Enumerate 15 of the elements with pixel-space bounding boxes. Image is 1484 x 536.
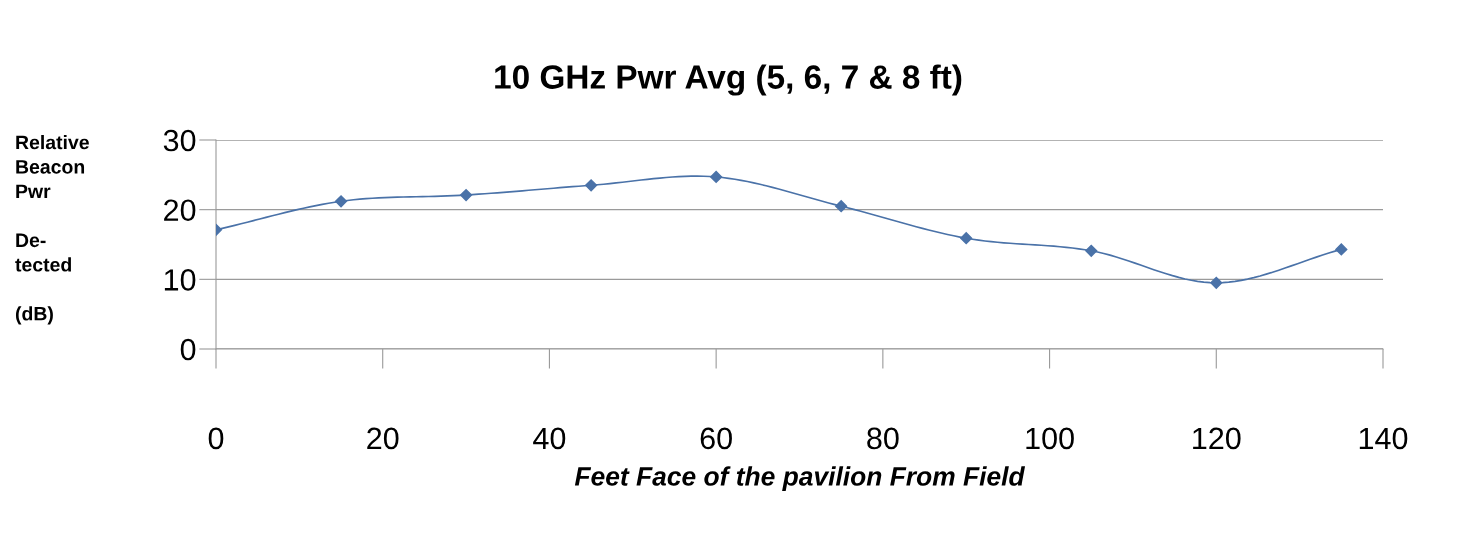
y-tick-label: 10 [164,269,196,291]
x-tick-label: 20 [367,427,399,450]
y-tick-label: 20 [164,199,196,222]
x-tick-label: 140 [1359,427,1408,450]
x-tick-label: 100 [1026,427,1074,450]
y-tick-label: 30 [163,129,196,152]
x-tick-label: 40 [533,427,566,450]
x-tick-label: 60 [700,427,732,450]
x-tick-label: 0 [208,427,224,450]
text: Relative Beacon Pwr De- tected (dB) [15,135,89,325]
x-tick-label: 120 [1193,427,1241,450]
y-tick-label: 0 [180,338,196,361]
chart-title: 10 GHz Pwr Avg (5, 6, 7 & 8 ft) [495,64,962,96]
x-axis-title: Feet Face of the pavilion From Field [574,466,1026,491]
x-tick-label: 80 [867,427,899,450]
